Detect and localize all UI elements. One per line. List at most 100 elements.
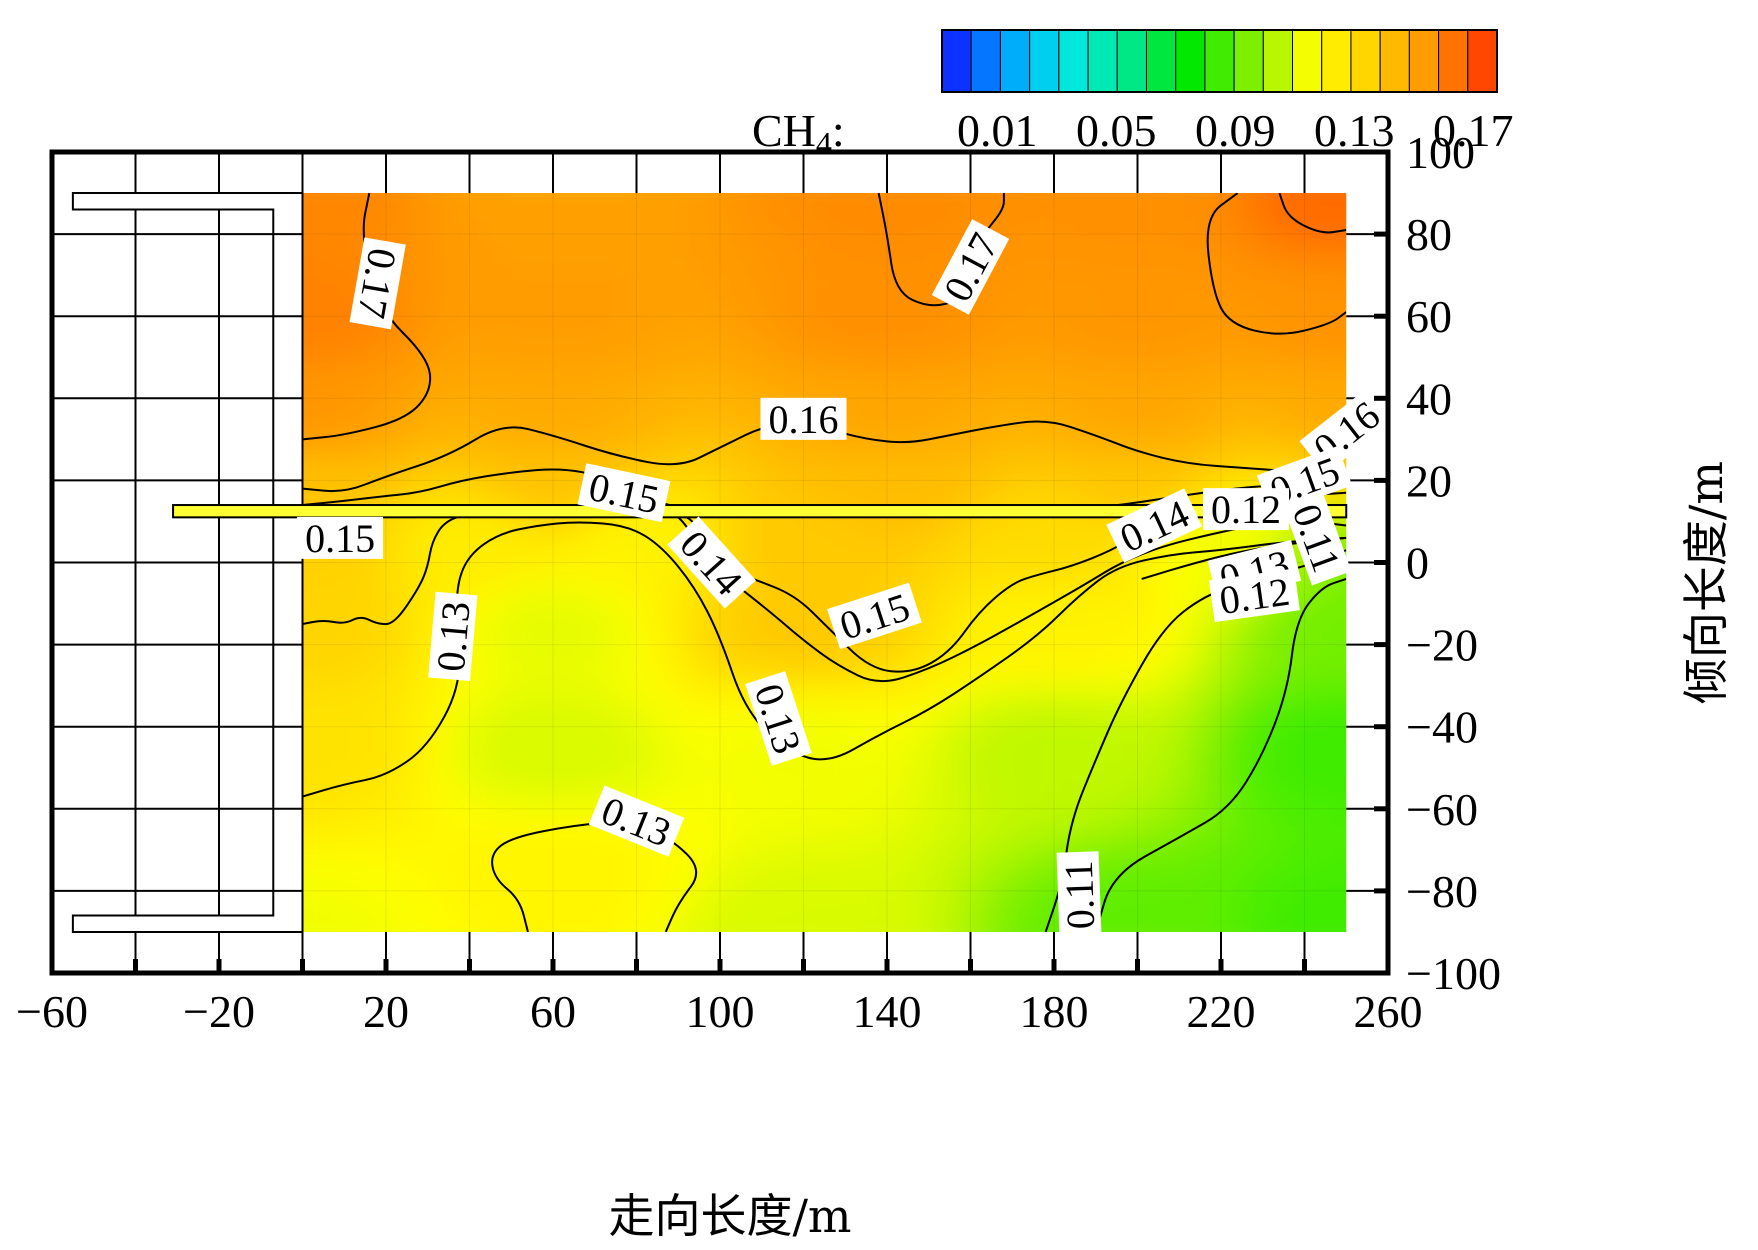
field-cell [1262,619,1285,638]
field-cell [720,685,742,704]
field-cell [532,702,554,720]
field-cell [511,537,534,556]
field-cell [970,899,993,917]
field-cell [887,784,909,802]
field-cell [1283,636,1306,654]
field-cell [761,209,784,227]
field-cell [448,554,471,572]
field-cell [573,275,596,293]
field-cell [323,587,346,605]
field-cell [553,866,575,884]
field-cell [720,209,742,227]
field-cell [845,357,868,375]
field-cell [720,784,742,802]
field-cell [1179,652,1202,671]
field-cell [511,193,534,211]
contour-label-box [1208,568,1300,623]
field-cell [615,899,638,917]
field-cell [302,307,325,326]
field-cell [949,422,972,441]
field-cell [740,882,763,901]
field-cell [1221,324,1243,342]
field-cell [824,455,847,474]
field-cell [427,849,450,868]
field-cell [1304,373,1327,392]
field-cell [1200,685,1222,704]
field-cell [824,307,847,326]
field-cell [1200,882,1222,901]
field-cell [302,734,325,753]
field-cell [448,455,471,474]
field-cell [532,324,554,342]
field-cell [406,554,429,572]
field-cell [866,521,888,539]
field-cell [406,899,429,917]
field-cell [720,849,742,868]
field-cell [782,291,805,309]
field-cell [761,258,784,277]
field-cell [615,767,638,786]
field-cell [1158,439,1181,457]
field-cell [657,422,680,441]
field-cell [907,800,930,819]
field-cell [406,258,429,277]
field-cell [740,340,763,359]
field-cell [1262,439,1285,457]
field-cell [657,209,680,227]
field-cell [553,619,575,638]
field-cell [991,258,1014,277]
field-cell [448,537,471,556]
field-cell [573,537,596,556]
field-cell [386,554,408,572]
field-cell [1179,718,1202,736]
field-cell [1200,866,1222,884]
field-cell [1283,390,1306,408]
field-cell [824,767,847,786]
field-cell [1116,800,1139,819]
field-cell [302,193,325,211]
field-cell [448,193,471,211]
field-cell [1074,702,1097,720]
x-tick-label: 140 [853,986,922,1037]
field-cell [1074,800,1097,819]
field-cell [594,866,617,884]
field-cell [427,373,450,392]
field-cell [448,225,471,244]
field-cell [824,275,847,293]
field-cell [636,390,659,408]
field-cell [1012,800,1035,819]
field-cell [636,439,659,457]
field-cell [469,899,492,917]
field-cell [1074,390,1097,408]
y-tick-label: −20 [1406,620,1478,671]
field-cell [323,439,346,457]
field-cell [699,636,721,654]
field-cell [1325,209,1347,227]
field-cell [615,439,638,457]
field-cell [469,209,492,227]
field-cell [386,636,408,654]
field-cell [511,636,534,654]
field-cell [365,669,387,687]
field-cell [365,390,387,408]
field-cell [1158,324,1181,342]
field-cell [1179,193,1202,195]
field-cell [970,406,993,424]
field-cell [406,193,429,195]
field-cell [344,915,367,932]
field-cell [1200,767,1222,786]
field-cell [469,225,492,244]
field-cell [1033,784,1055,802]
field-cell [657,439,680,457]
field-cell [1200,406,1222,424]
field-cell [1221,357,1243,375]
field-cell [761,307,784,326]
field-cell [845,340,868,359]
field-cell [344,373,367,392]
field-cell [907,324,930,342]
field-cell [1221,258,1243,277]
field-cell [323,242,346,260]
field-cell [1200,636,1222,654]
field-cell [302,439,325,457]
field-cell [907,307,930,326]
